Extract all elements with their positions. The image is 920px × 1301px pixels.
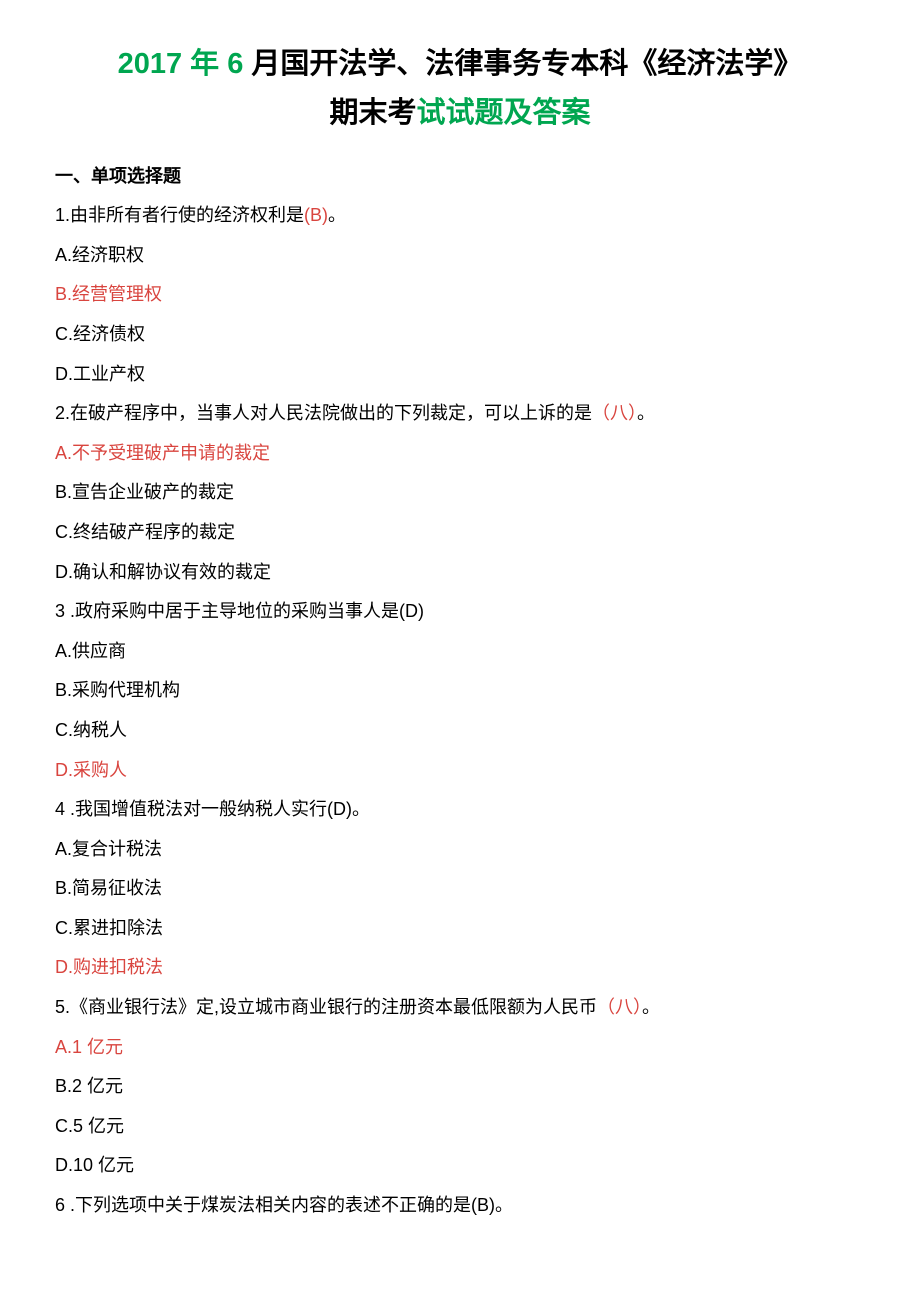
question-stem: 6 .下列选项中关于煤炭法相关内容的表述不正确的是(B)。 xyxy=(55,1186,865,1226)
title-part3: 期末考 xyxy=(329,97,416,129)
stem-answer-marker: （八） xyxy=(592,403,637,423)
stem-pre: 2.在破产程序中，当事人对人民法院做出的下列裁定，可以上诉的是 xyxy=(55,403,592,423)
question-stem: 4 .我国增值税法对一般纳税人实行(D)。 xyxy=(55,790,865,830)
stem-pre: 1.由非所有者行使的经济权利是 xyxy=(55,205,304,225)
title-part1: 2017 年 6 xyxy=(118,48,252,80)
question-stem: 2.在破产程序中，当事人对人民法院做出的下列裁定，可以上诉的是（八）。 xyxy=(55,394,865,434)
question-stem: 1.由非所有者行使的经济权利是(B)。 xyxy=(55,196,865,236)
question-stem: 3 .政府采购中居于主导地位的采购当事人是(D) xyxy=(55,592,865,632)
option: C.累进扣除法 xyxy=(55,909,865,949)
stem-pre: 6 .下列选项中关于煤炭法相关内容的表述不正确的是(B)。 xyxy=(55,1195,513,1215)
option: D.工业产权 xyxy=(55,355,865,395)
option: D.10 亿元 xyxy=(55,1146,865,1186)
option: A.经济职权 xyxy=(55,236,865,276)
option: B.简易征收法 xyxy=(55,869,865,909)
section-heading: 一、单项选择题 xyxy=(55,157,865,197)
stem-answer-marker: （八） xyxy=(597,997,642,1017)
stem-post: 。 xyxy=(642,997,660,1017)
stem-pre: 5.《商业银行法》定,设立城市商业银行的注册资本最低限额为人民币 xyxy=(55,997,597,1017)
option-correct: D.采购人 xyxy=(55,751,865,791)
title-part4: 试试题及答案 xyxy=(417,97,591,129)
option: D.确认和解协议有效的裁定 xyxy=(55,553,865,593)
option: C.纳税人 xyxy=(55,711,865,751)
option: C.经济债权 xyxy=(55,315,865,355)
stem-post: 。 xyxy=(328,205,346,225)
option: B.2 亿元 xyxy=(55,1067,865,1107)
stem-answer-marker: (B) xyxy=(304,205,328,225)
option: C.终结破产程序的裁定 xyxy=(55,513,865,553)
document-title: 2017 年 6 月国开法学、法律事务专本科《经济法学》 期末考试试题及答案 xyxy=(55,40,865,139)
option: B.宣告企业破产的裁定 xyxy=(55,473,865,513)
option-correct: A.1 亿元 xyxy=(55,1028,865,1068)
option: C.5 亿元 xyxy=(55,1107,865,1147)
stem-pre: 4 .我国增值税法对一般纳税人实行(D)。 xyxy=(55,799,370,819)
option: B.采购代理机构 xyxy=(55,671,865,711)
stem-pre: 3 .政府采购中居于主导地位的采购当事人是(D) xyxy=(55,601,424,621)
option-correct: D.购进扣税法 xyxy=(55,948,865,988)
option-correct: A.不予受理破产申请的裁定 xyxy=(55,434,865,474)
option: A.供应商 xyxy=(55,632,865,672)
title-part2: 月国开法学、法律事务专本科《经济法学》 xyxy=(251,48,802,80)
option: A.复合计税法 xyxy=(55,830,865,870)
question-stem: 5.《商业银行法》定,设立城市商业银行的注册资本最低限额为人民币（八）。 xyxy=(55,988,865,1028)
option-correct: B.经营管理权 xyxy=(55,275,865,315)
stem-post: 。 xyxy=(637,403,655,423)
